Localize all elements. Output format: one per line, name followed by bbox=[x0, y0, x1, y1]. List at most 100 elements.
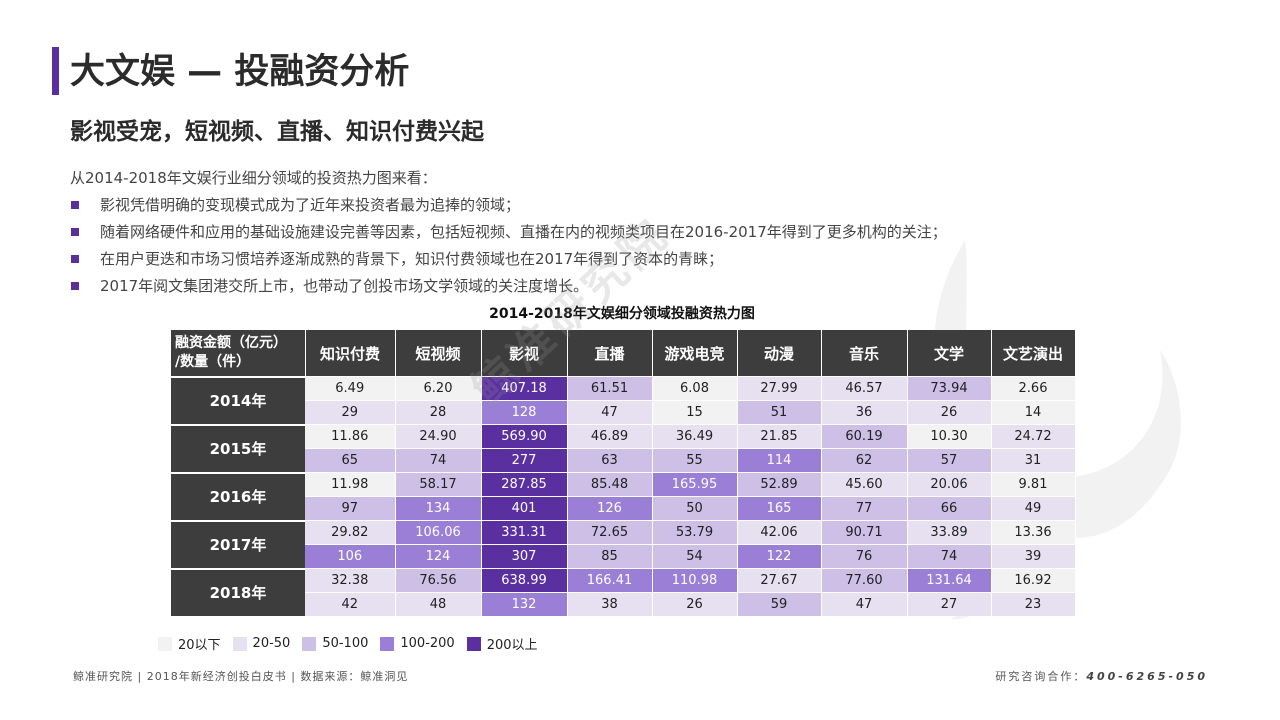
count-cell: 29 bbox=[305, 400, 396, 425]
count-cell: 42 bbox=[305, 592, 396, 616]
bullet-text: 在用户更迭和市场习惯培养逐渐成熟的背景下，知识付费领域也在2017年得到了资本的… bbox=[100, 250, 724, 268]
amount-row: 2014年 6.49 6.20 407.18 61.51 6.08 27.99 46.57 73… bbox=[171, 375, 1076, 425]
legend-label: 20以下 bbox=[178, 638, 221, 653]
amount-cell: 36.49 bbox=[652, 424, 738, 449]
amount-cell: 76.56 bbox=[395, 568, 482, 593]
amount-cell: 72.65 bbox=[567, 520, 653, 545]
count-cell: 134 bbox=[395, 496, 482, 521]
count-cell: 38 bbox=[567, 592, 653, 616]
count-cell: 26 bbox=[907, 400, 992, 425]
amount-cell: 33.89 bbox=[907, 520, 992, 545]
amount-cell: 10.30 bbox=[907, 424, 992, 449]
legend-item: 20以下 bbox=[158, 634, 221, 653]
bullet-item: 随着网络硬件和应用的基础设施建设完善等因素，包括短视频、直播在内的视频类项目在2… bbox=[70, 220, 947, 247]
count-cell: 47 bbox=[821, 592, 908, 616]
amount-cell: 110.98 bbox=[652, 568, 738, 593]
count-cell: 62 bbox=[821, 448, 908, 473]
legend-item: 20-50 bbox=[232, 636, 291, 651]
bullet-square-icon bbox=[71, 282, 79, 290]
count-cell: 51 bbox=[737, 400, 822, 425]
amount-cell: 27.67 bbox=[737, 568, 822, 593]
count-row: 106 124 307 85 54 122 76 74 39 bbox=[171, 544, 1076, 569]
corner-header: 融资金额（亿元） /数量（件） bbox=[171, 330, 306, 377]
amount-cell: 90.71 bbox=[821, 520, 908, 545]
corner-label-line: 融资金额（亿元） bbox=[175, 334, 287, 351]
amount-row: 2016年 11.98 58.17 287.85 85.48 165.95 52.89 45.… bbox=[171, 471, 1076, 521]
amount-cell: 9.81 bbox=[991, 472, 1076, 497]
amount-cell: 106.06 bbox=[395, 520, 482, 545]
bullet-square-icon bbox=[71, 255, 79, 263]
count-cell: 39 bbox=[991, 544, 1076, 569]
count-cell: 47 bbox=[567, 400, 653, 425]
count-cell: 106 bbox=[305, 544, 396, 569]
count-cell: 74 bbox=[907, 544, 992, 569]
legend-swatch bbox=[158, 636, 172, 651]
amount-cell: 6.08 bbox=[652, 376, 738, 401]
amount-cell: 24.72 bbox=[991, 424, 1076, 449]
bullet-text: 影视凭借明确的变现模式成为了近年来投资者最为追捧的领域； bbox=[100, 196, 521, 214]
intro-text: 从2014-2018年文娱行业细分领域的投资热力图来看： bbox=[70, 169, 437, 187]
amount-cell: 569.90 bbox=[481, 424, 568, 449]
amount-row: 2018年 32.38 76.56 638.99 166.41 110.98 27.67 77… bbox=[171, 567, 1076, 616]
count-cell: 23 bbox=[991, 592, 1076, 616]
amount-cell: 287.85 bbox=[481, 472, 568, 497]
title-accent-bar bbox=[52, 47, 59, 95]
legend-swatch bbox=[302, 636, 317, 651]
amount-cell: 58.17 bbox=[395, 472, 482, 497]
count-cell: 124 bbox=[395, 544, 482, 569]
amount-cell: 11.86 bbox=[305, 424, 396, 449]
count-row: 97 134 401 126 50 165 77 66 49 bbox=[171, 496, 1076, 521]
amount-cell: 52.89 bbox=[737, 472, 822, 497]
contact-phone: 400-6265-050 bbox=[1086, 670, 1208, 683]
amount-cell: 85.48 bbox=[567, 472, 653, 497]
footer-source: 鲸准研究院 | 2018年新经济创投白皮书 | 数据来源：鲸准洞见 bbox=[73, 670, 409, 683]
amount-row: 2015年 11.86 24.90 569.90 46.89 36.49 21.85 60.1… bbox=[171, 423, 1076, 473]
legend-item: 200以上 bbox=[466, 634, 538, 653]
amount-cell: 61.51 bbox=[567, 376, 653, 401]
column-header: 直播 bbox=[567, 330, 653, 377]
count-cell: 307 bbox=[481, 544, 568, 569]
amount-cell: 77.60 bbox=[821, 568, 908, 593]
amount-cell: 2.66 bbox=[991, 376, 1076, 401]
bullet-square-icon bbox=[71, 201, 79, 209]
bullet-list: 影视凭借明确的变现模式成为了近年来投资者最为追捧的领域； 随着网络硬件和应用的基… bbox=[70, 193, 947, 301]
count-row: 42 48 132 38 26 59 47 27 23 bbox=[171, 592, 1076, 616]
count-cell: 27 bbox=[907, 592, 992, 616]
amount-cell: 331.31 bbox=[481, 520, 568, 545]
amount-cell: 46.57 bbox=[821, 376, 908, 401]
page-title: 大文娱 — 投融资分析 bbox=[70, 52, 410, 92]
count-cell: 50 bbox=[652, 496, 738, 521]
amount-cell: 45.60 bbox=[821, 472, 908, 497]
column-header: 短视频 bbox=[395, 330, 482, 377]
count-cell: 49 bbox=[991, 496, 1076, 521]
amount-cell: 6.20 bbox=[395, 376, 482, 401]
column-header: 游戏电竞 bbox=[652, 330, 738, 377]
amount-cell: 16.92 bbox=[991, 568, 1076, 593]
count-cell: 28 bbox=[395, 400, 482, 425]
bullet-item: 2017年阅文集团港交所上市，也带动了创投市场文学领域的关注度增长。 bbox=[70, 274, 947, 301]
count-cell: 57 bbox=[907, 448, 992, 473]
amount-cell: 60.19 bbox=[821, 424, 908, 449]
amount-cell: 165.95 bbox=[652, 472, 738, 497]
count-cell: 63 bbox=[567, 448, 653, 473]
bullet-item: 在用户更迭和市场习惯培养逐渐成熟的背景下，知识付费领域也在2017年得到了资本的… bbox=[70, 247, 947, 274]
legend-item: 50-100 bbox=[302, 636, 368, 651]
heatmap-legend: 20以下 20-50 50-100 100-200 200以上 bbox=[158, 634, 550, 653]
amount-cell: 166.41 bbox=[567, 568, 653, 593]
column-header: 影视 bbox=[481, 330, 568, 377]
count-cell: 48 bbox=[395, 592, 482, 616]
count-cell: 54 bbox=[652, 544, 738, 569]
amount-cell: 24.90 bbox=[395, 424, 482, 449]
amount-cell: 11.98 bbox=[305, 472, 396, 497]
count-cell: 65 bbox=[305, 448, 396, 473]
count-cell: 31 bbox=[991, 448, 1076, 473]
legend-label: 20-50 bbox=[252, 636, 291, 651]
count-cell: 122 bbox=[737, 544, 822, 569]
amount-cell: 42.06 bbox=[737, 520, 822, 545]
legend-swatch bbox=[466, 636, 481, 651]
count-cell: 128 bbox=[481, 400, 568, 425]
legend-label: 200以上 bbox=[486, 638, 538, 653]
count-row: 29 28 128 47 15 51 36 26 14 bbox=[171, 400, 1076, 425]
legend-item: 100-200 bbox=[380, 636, 455, 651]
count-cell: 76 bbox=[821, 544, 908, 569]
